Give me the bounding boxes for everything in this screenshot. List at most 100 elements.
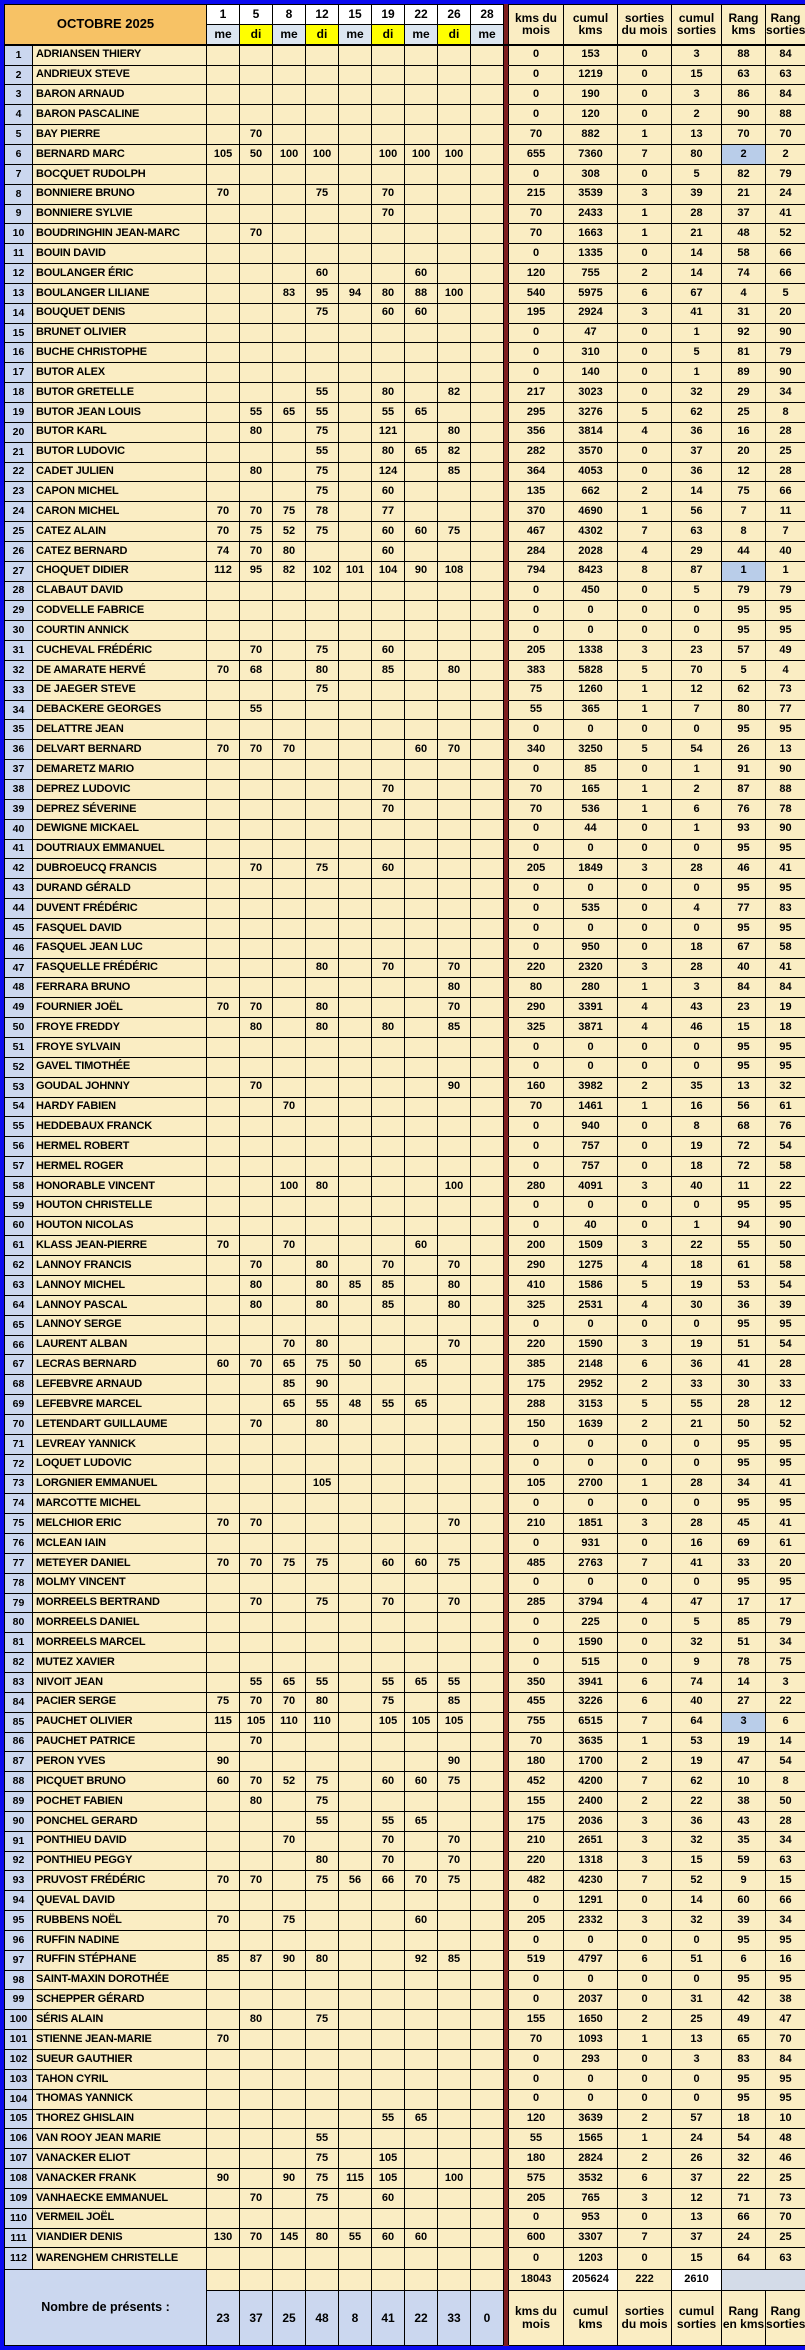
day-km-cell[interactable] [206,878,241,900]
cumul-sorties-cell[interactable]: 41 [671,1552,723,1574]
cumul-sorties-cell[interactable]: 64 [671,1711,723,1733]
day-km-cell[interactable] [404,679,439,701]
cumul-kms-cell[interactable]: 44 [563,818,619,840]
day-km-cell[interactable]: 65 [404,401,439,423]
cumul-sorties-cell[interactable]: 28 [671,858,723,880]
day-km-cell[interactable]: 70 [239,2187,274,2209]
day-km-cell[interactable] [371,1195,406,1217]
kms-month-cell[interactable]: 175 [508,1374,565,1396]
member-name[interactable]: LORGNIER EMMANUEL [31,1473,208,1495]
day-km-cell[interactable]: 80 [305,1017,340,1038]
rank-kms-cell[interactable]: 95 [721,878,767,900]
kms-month-cell[interactable]: 175 [508,1810,565,1832]
day-km-cell[interactable] [272,977,307,999]
day-km-cell[interactable] [239,1175,274,1197]
day-km-cell[interactable] [239,2148,274,2170]
day-header-19[interactable]: 19 [371,4,406,25]
rank-kms-cell[interactable]: 89 [721,362,767,384]
row-number[interactable]: 5 [4,124,33,146]
day-km-cell[interactable]: 124 [371,461,406,483]
member-name[interactable]: HOUTON CHRISTELLE [31,1195,208,1217]
kms-month-cell[interactable]: 180 [508,2148,565,2170]
day-km-cell[interactable] [239,1334,274,1356]
day-km-cell[interactable] [470,1850,505,1872]
day-km-cell[interactable] [206,898,241,919]
day-km-cell[interactable]: 70 [239,1076,274,1098]
day-km-cell[interactable] [239,2207,274,2229]
row-number[interactable]: 45 [4,917,33,939]
day-km-cell[interactable] [338,580,373,602]
kms-month-cell[interactable]: 0 [508,1572,565,1594]
rank-sorties-cell[interactable]: 49 [765,640,805,661]
day-km-cell[interactable] [437,838,472,860]
rank-sorties-cell[interactable]: 14 [765,1731,805,1753]
day-km-cell[interactable] [305,620,340,642]
cumul-sorties-cell[interactable]: 16 [671,1096,723,1118]
member-name[interactable]: CATEZ BERNARD [31,540,208,562]
day-km-cell[interactable] [470,1989,505,2011]
sorties-month-cell[interactable]: 0 [617,64,673,86]
day-km-cell[interactable] [272,1929,307,1951]
day-km-cell[interactable] [206,957,241,979]
kms-month-cell[interactable]: 0 [508,878,565,900]
rank-sorties-cell[interactable]: 34 [765,1830,805,1852]
rank-sorties-cell[interactable]: 3 [765,1671,805,1693]
member-name[interactable]: FROYE SYLVAIN [31,1036,208,1058]
sorties-month-cell[interactable]: 1 [617,124,673,146]
sorties-month-cell[interactable]: 0 [617,2049,673,2070]
day-km-cell[interactable]: 70 [239,501,274,523]
footer-empty-day-cell[interactable] [305,2269,340,2291]
day-km-cell[interactable] [272,203,307,225]
day-km-cell[interactable] [437,798,472,820]
day-km-cell[interactable] [404,64,439,86]
rank-kms-cell[interactable]: 2 [721,144,767,165]
member-name[interactable]: TAHON CYRIL [31,2068,208,2090]
day-km-cell[interactable] [404,1275,439,1296]
member-name[interactable]: BUTOR JEAN LOUIS [31,401,208,423]
daytype-22-me[interactable]: me [404,24,439,45]
day-km-cell[interactable] [338,1711,373,1733]
stat-header-2[interactable]: sorties du mois [617,4,673,45]
day-km-cell[interactable] [470,580,505,602]
row-number[interactable]: 51 [4,1036,33,1058]
rank-sorties-cell[interactable]: 73 [765,2187,805,2209]
sorties-month-cell[interactable]: 3 [617,1910,673,1931]
day-km-cell[interactable] [338,1731,373,1753]
row-number[interactable]: 21 [4,441,33,463]
row-number[interactable]: 109 [4,2187,33,2209]
day-km-cell[interactable]: 60 [371,1552,406,1574]
member-name[interactable]: BOULANGER LILIANE [31,282,208,304]
day-km-cell[interactable] [404,382,439,403]
day-km-cell[interactable] [437,163,472,185]
day-km-cell[interactable] [206,84,241,106]
day-km-cell[interactable] [437,1433,472,1455]
member-name[interactable]: BUCHE CHRISTOPHE [31,342,208,364]
day-km-cell[interactable] [206,1433,241,1455]
day-km-cell[interactable]: 90 [437,1751,472,1773]
day-km-cell[interactable] [404,937,439,959]
rank-sorties-cell[interactable]: 20 [765,1552,805,1574]
day-km-cell[interactable]: 85 [437,1949,472,1971]
cumul-kms-cell[interactable]: 0 [563,1493,619,1515]
day-km-cell[interactable] [404,1374,439,1396]
day-km-cell[interactable]: 80 [305,1255,340,1277]
sorties-month-cell[interactable]: 0 [617,84,673,106]
day-km-cell[interactable] [206,1195,241,1217]
day-km-cell[interactable] [404,858,439,880]
kms-month-cell[interactable]: 0 [508,322,565,344]
kms-month-cell[interactable]: 295 [508,401,565,423]
member-name[interactable]: HONORABLE VINCENT [31,1175,208,1197]
row-number[interactable]: 50 [4,1017,33,1038]
cumul-kms-cell[interactable]: 882 [563,124,619,146]
day-km-cell[interactable] [338,1056,373,1078]
day-km-cell[interactable]: 60 [404,2227,439,2249]
day-km-cell[interactable] [338,779,373,800]
day-km-cell[interactable] [305,84,340,106]
day-km-cell[interactable] [470,1195,505,1217]
cumul-kms-cell[interactable]: 3635 [563,1731,619,1753]
day-km-cell[interactable] [437,2207,472,2229]
kms-month-cell[interactable]: 383 [508,659,565,681]
sorties-month-cell[interactable]: 3 [617,2187,673,2209]
day-km-cell[interactable]: 70 [206,501,241,523]
day-km-cell[interactable] [371,64,406,86]
